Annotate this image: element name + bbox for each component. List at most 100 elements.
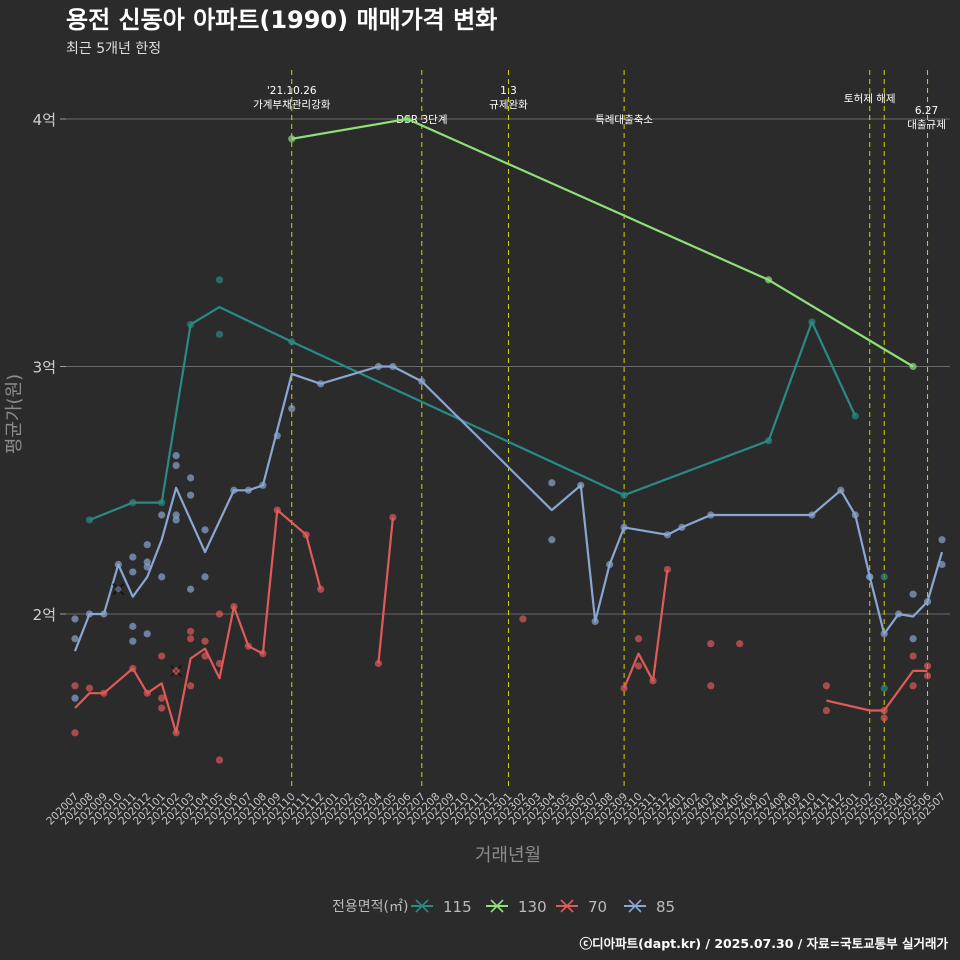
policy-annotation: 토허제 해제 (844, 92, 896, 105)
series-85-point (172, 511, 180, 519)
series-85-point (288, 404, 296, 413)
legend-key-cross (560, 899, 574, 913)
series-115-line (89, 306, 857, 522)
legend-item-85: 85 (624, 898, 675, 916)
series-70-point (71, 682, 79, 690)
series-85-point (172, 452, 180, 460)
series-85-point (129, 622, 137, 630)
series-85-point (172, 461, 180, 470)
series-115-point (880, 573, 888, 581)
series-85-point (938, 536, 946, 544)
series-130-point (288, 135, 296, 143)
series-70-point (519, 615, 527, 623)
series-70-point (389, 513, 397, 522)
legend-item-130: 130 (486, 898, 547, 916)
series-70-point (909, 652, 917, 660)
series-70-point (736, 640, 744, 648)
series-70-point (158, 652, 166, 660)
series-70-point (923, 672, 932, 680)
cancelled-mark-dot (115, 586, 122, 593)
series-70-point (187, 627, 195, 635)
legend-key-cross (490, 899, 504, 913)
series-115-point (880, 684, 888, 692)
series-85-point (71, 694, 79, 702)
series-70-point (707, 640, 715, 648)
legend-label: 115 (443, 898, 472, 916)
series-70-point (923, 662, 932, 670)
series-85-point (548, 479, 556, 487)
series-70-point (663, 565, 672, 574)
cancelled-mark-dot (173, 667, 180, 674)
chart-title: 용전 신동아 아파트(1990) 매매가격 변화 (66, 6, 497, 34)
chart-caption: ⓒ디아파트(dapt.kr) / 2025.07.30 / 자료=국토교통부 실… (580, 936, 949, 951)
series-85-point (909, 635, 917, 643)
chart-subtitle: 최근 5개년 한정 (66, 41, 161, 57)
cancelled-mark (112, 583, 125, 596)
series-70-line (623, 569, 669, 689)
series-85-point (938, 560, 946, 569)
series-70-line (74, 509, 322, 734)
series-85-point (158, 511, 166, 519)
y-tick-label: 2억 (33, 606, 56, 624)
series-70-point (707, 682, 715, 690)
policy-annotation: 가계부채관리강화 (253, 99, 331, 111)
legend-title: 전용면적(㎡) (332, 899, 408, 915)
series-70-line (377, 517, 394, 664)
y-axis-label: 평균가(원) (4, 374, 25, 454)
plot-area (71, 115, 946, 764)
series-85-point (143, 541, 151, 549)
series-85-point (909, 590, 917, 598)
series-85-point (201, 526, 209, 534)
x-axis-label: 거래년월 (475, 845, 541, 866)
series-70-point (822, 682, 831, 690)
series-70-point (634, 635, 643, 643)
series-85-point (143, 630, 151, 638)
series-115-point (215, 276, 224, 284)
series-70-point (187, 635, 195, 643)
series-85-point (158, 573, 166, 581)
series-130-line (291, 117, 914, 368)
series-85-point (129, 553, 137, 561)
series-70-point (215, 610, 224, 618)
series-85-point (201, 573, 209, 581)
series-85-point (143, 563, 151, 571)
legend-item-70: 70 (556, 898, 607, 916)
series-115-point (215, 330, 224, 338)
legend-label: 70 (588, 898, 607, 916)
legend: 전용면적(㎡) 115 130 70 85 (332, 898, 675, 916)
series-70-point (85, 684, 94, 692)
y-tick-label: 4억 (33, 111, 56, 129)
series-85-point (71, 615, 79, 623)
policy-annotation: 규제완화 (489, 98, 528, 111)
legend-key-cross (415, 899, 429, 913)
policy-annotation: 1.3 (500, 85, 517, 97)
series-70-point (158, 694, 166, 702)
series-85-point (187, 491, 195, 499)
series-70-point (909, 682, 917, 690)
series-85-point (129, 568, 137, 576)
series-70-point (822, 706, 831, 715)
series-70-point (880, 714, 888, 722)
series-85-point (187, 585, 195, 593)
series-70-point (201, 637, 209, 645)
series-70-point (187, 682, 195, 690)
series-70-point (215, 756, 224, 764)
legend-key-cross (628, 899, 642, 913)
policy-annotation: 특례대출축소 (595, 114, 653, 126)
series-85-point (129, 637, 137, 645)
legend-item-115: 115 (411, 898, 472, 916)
cancelled-mark (170, 664, 183, 677)
series-70-point (634, 662, 643, 670)
series-85-line (73, 365, 944, 652)
series-85-point (71, 635, 79, 643)
series-85-point (172, 516, 180, 524)
policy-annotation: 6.27 (915, 105, 938, 117)
x-axis: 2020072020082020092020102020112020122021… (44, 790, 948, 827)
y-axis: 2억 3억 4억 (33, 111, 66, 624)
series-85-point (187, 474, 195, 482)
legend-label: 85 (656, 898, 675, 916)
series-85-point (143, 558, 151, 566)
y-tick-label: 3억 (33, 359, 56, 377)
